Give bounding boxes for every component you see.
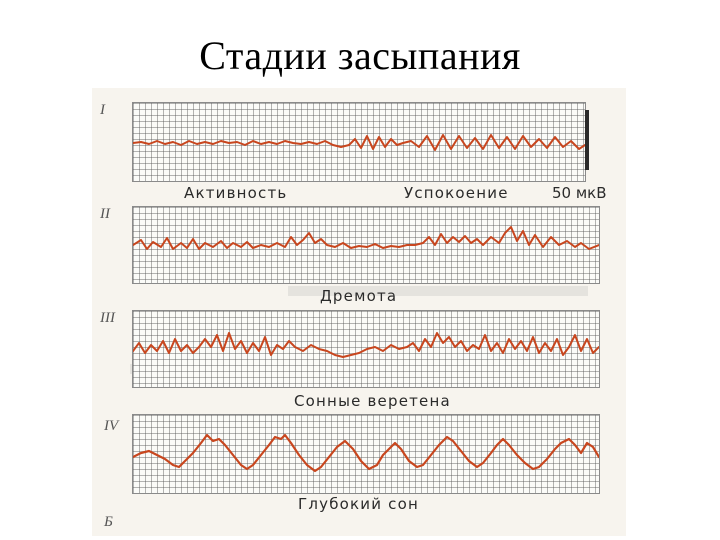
eeg-wave-calm (348, 134, 585, 151)
eeg-trace-4 (133, 433, 599, 473)
scale-label: 50 мкВ (552, 184, 607, 202)
caption-deep-sleep: Глубокий сон (298, 495, 419, 513)
eeg-wave-activity (133, 140, 350, 148)
caption-calm: Успокоение (404, 184, 509, 202)
eeg-trace-1 (133, 134, 585, 151)
stage-numeral-4: IV (104, 418, 119, 434)
caption-spindles: Сонные веретена (294, 392, 451, 410)
eeg-wave-drowsy (133, 226, 599, 250)
slide-title: Стадии засыпания (199, 33, 521, 78)
eeg-trace-2 (133, 226, 599, 250)
eeg-wave-deep (133, 433, 599, 473)
eeg-strip-1 (132, 102, 586, 182)
caption-drowsy: Дремота (320, 287, 398, 305)
eeg-strip-4 (132, 414, 600, 494)
panel-label: Б (104, 514, 113, 530)
eeg-strip-3 (132, 310, 600, 388)
eeg-strip-2 (132, 206, 600, 284)
stage-numeral-3: III (100, 310, 115, 326)
stage-numeral-1: I (100, 102, 105, 118)
eeg-wave-spindles (133, 332, 599, 358)
stage-numeral-2: II (100, 206, 110, 222)
eeg-figure: I Активность Успокоение 50 мкВ II Дремот… (92, 88, 626, 536)
scale-bar (585, 110, 589, 170)
bleed-mark (288, 286, 588, 296)
eeg-trace-3 (133, 332, 599, 358)
caption-activity: Активность (184, 184, 288, 202)
